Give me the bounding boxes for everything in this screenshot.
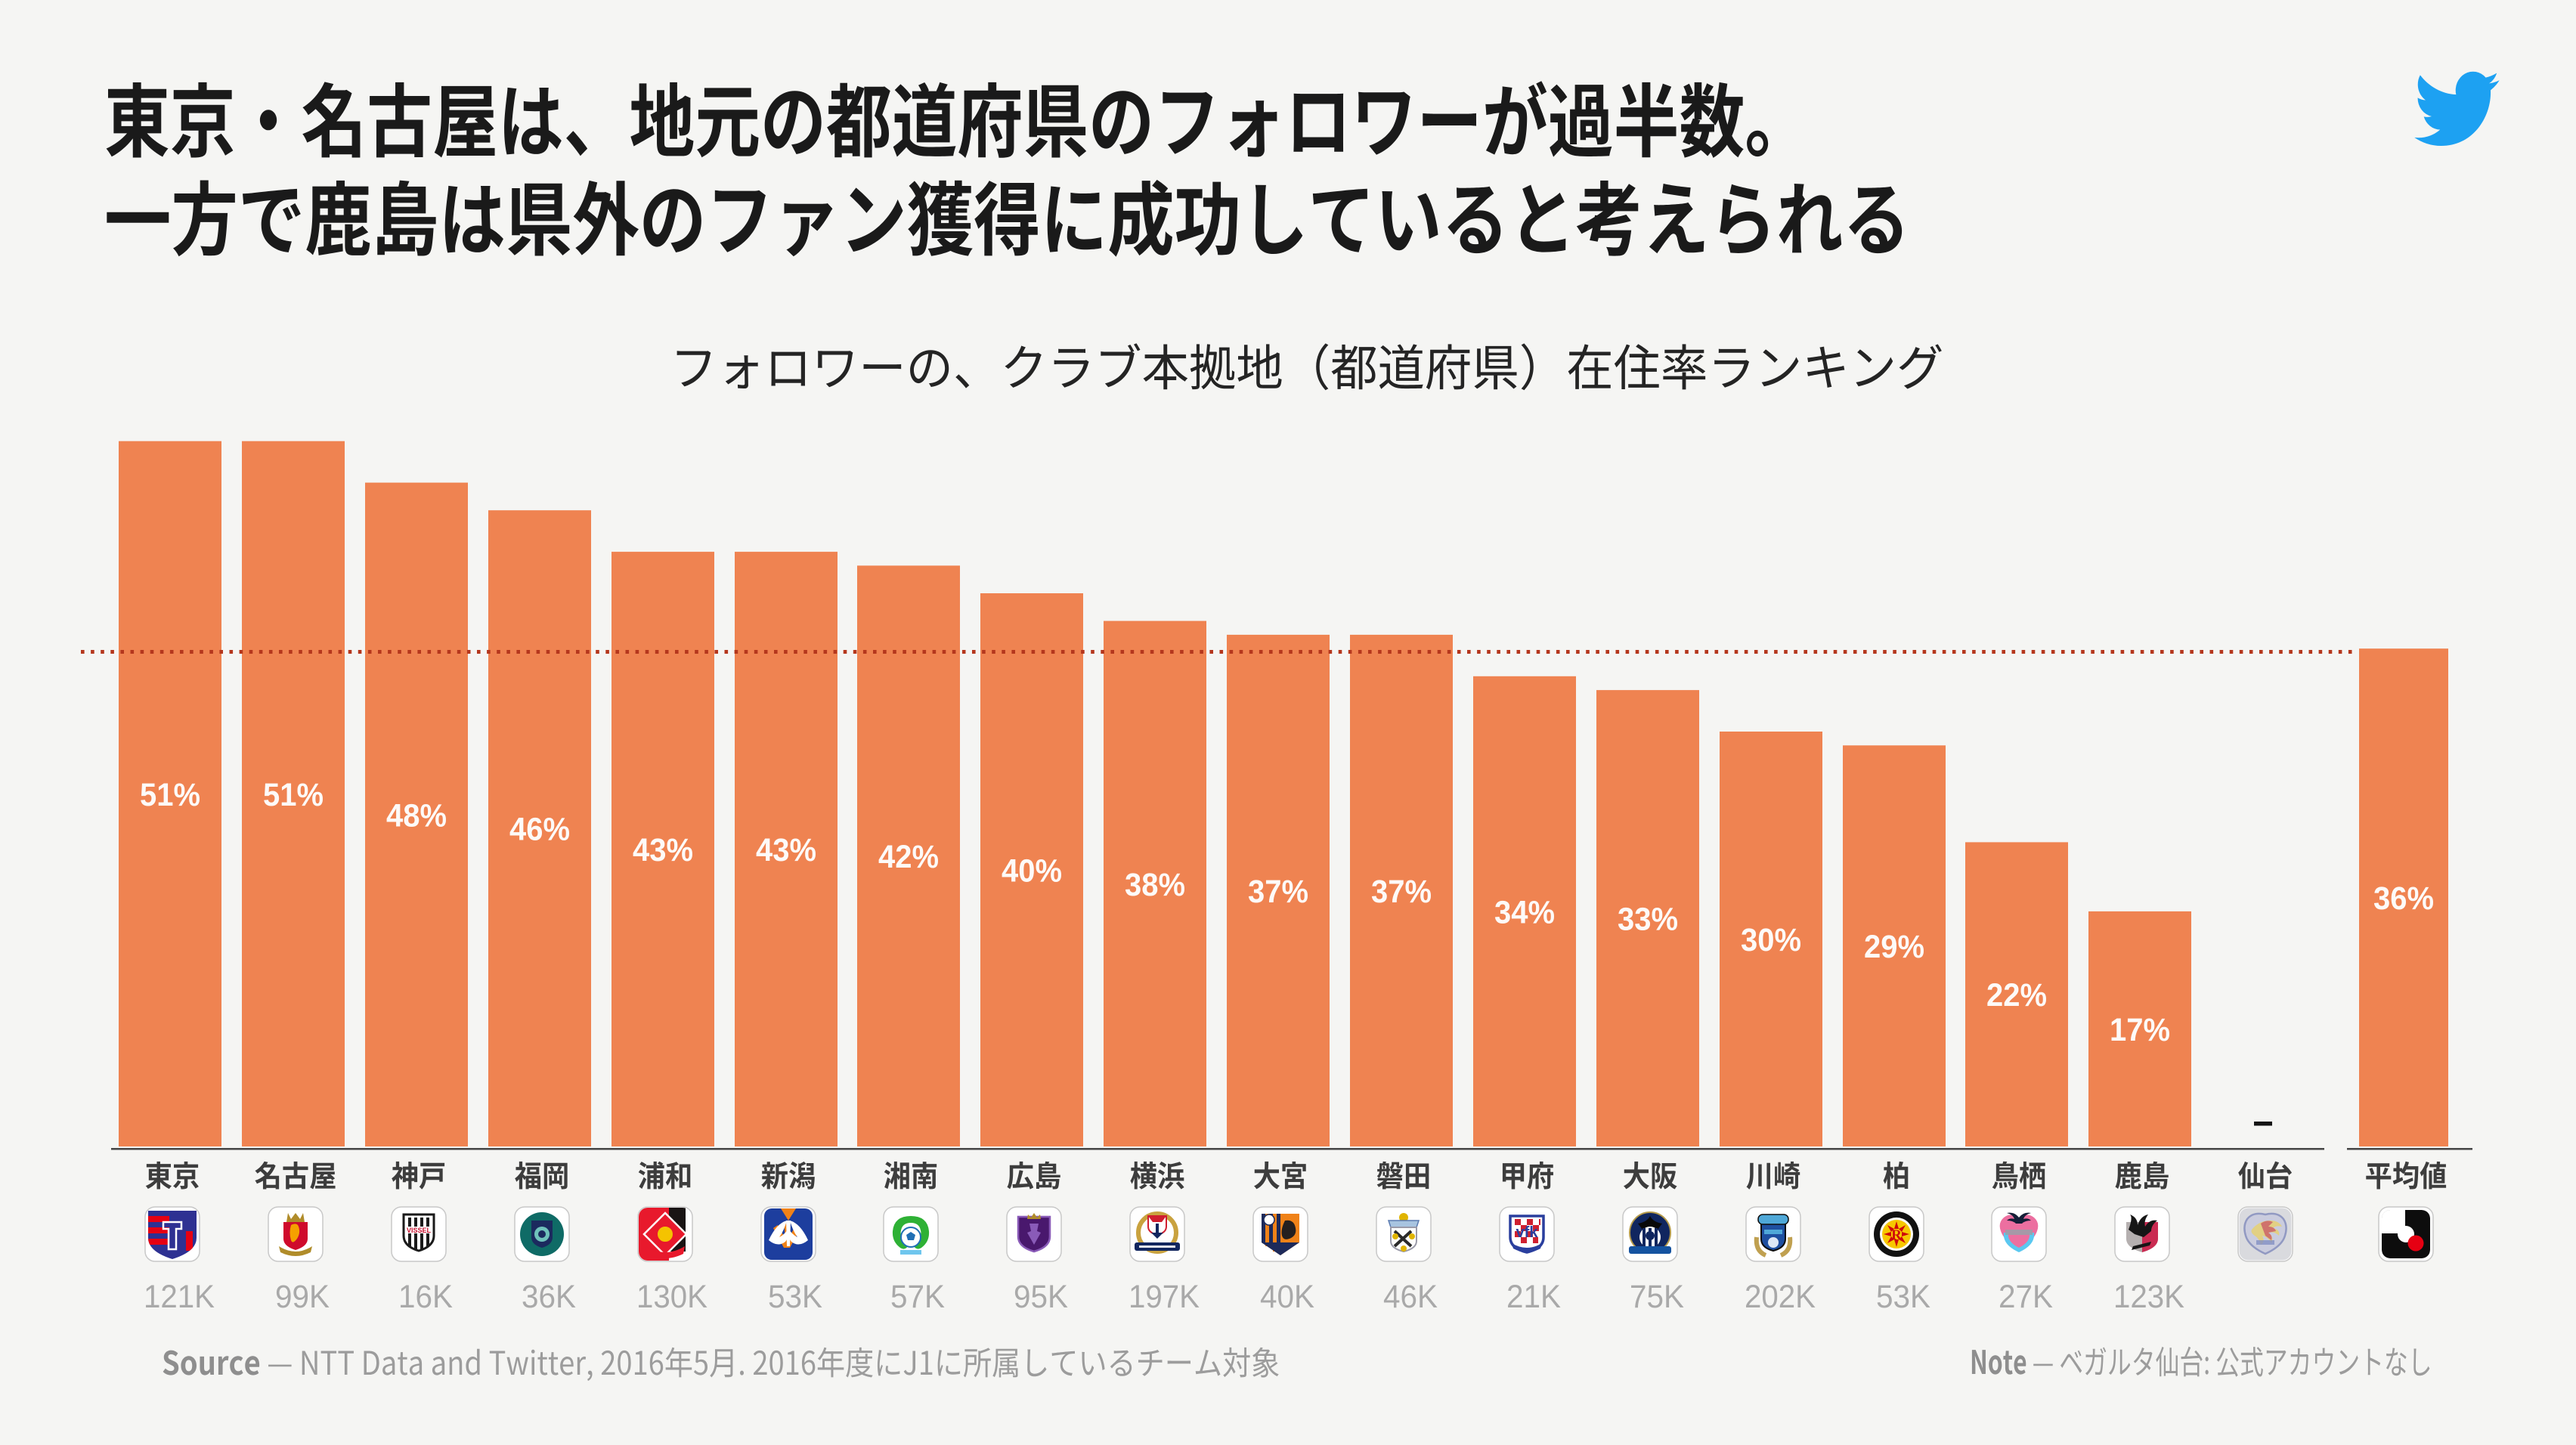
svg-text:57K: 57K [890,1279,945,1315]
svg-text:46K: 46K [1383,1279,1438,1315]
svg-text:VISSEL: VISSEL [407,1227,432,1234]
svg-text:40%: 40% [1002,853,1062,890]
svg-text:43%: 43% [633,832,693,868]
svg-text:53K: 53K [1876,1279,1930,1315]
svg-text:22%: 22% [1986,977,2047,1013]
svg-text:121K: 121K [144,1279,215,1315]
svg-text:37%: 37% [1371,874,1432,910]
svg-text:vfk: vfk [1516,1224,1539,1241]
svg-text:16K: 16K [398,1279,453,1315]
svg-text:51%: 51% [263,777,324,813]
svg-text:75K: 75K [1630,1279,1684,1315]
svg-text:40K: 40K [1260,1279,1314,1315]
svg-text:17%: 17% [2110,1012,2170,1048]
svg-text:R: R [1891,1227,1902,1243]
svg-text:46%: 46% [509,812,570,848]
svg-text:38%: 38% [1125,867,1185,903]
svg-text:29%: 29% [1864,929,1924,965]
svg-text:123K: 123K [2113,1279,2184,1315]
svg-text:37%: 37% [1248,874,1308,910]
svg-text:95K: 95K [1014,1279,1068,1315]
svg-text:36%: 36% [2373,880,2434,917]
svg-text:130K: 130K [636,1279,707,1315]
svg-text:30%: 30% [1741,922,1801,958]
svg-text:99K: 99K [275,1279,330,1315]
svg-text:48%: 48% [386,797,447,834]
svg-text:43%: 43% [756,832,816,868]
svg-text:197K: 197K [1129,1279,1200,1315]
svg-text:33%: 33% [1618,902,1678,938]
svg-text:202K: 202K [1745,1279,1816,1315]
svg-text:51%: 51% [140,777,200,813]
svg-text:21K: 21K [1506,1279,1561,1315]
svg-text:36K: 36K [522,1279,576,1315]
svg-text:53K: 53K [768,1279,822,1315]
svg-text:27K: 27K [1999,1279,2053,1315]
svg-text:42%: 42% [878,839,939,875]
svg-text:34%: 34% [1494,894,1555,930]
